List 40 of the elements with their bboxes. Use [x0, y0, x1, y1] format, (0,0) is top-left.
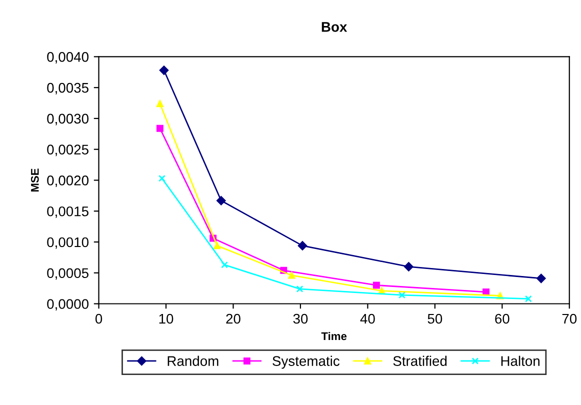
y-tick-label: 0,0030 [47, 114, 89, 126]
point [221, 261, 228, 268]
y-tick-label: 0,0000 [47, 299, 89, 311]
y-tick-label: 0,0015 [47, 206, 88, 218]
point [482, 288, 490, 296]
x-tick-label: 70 [562, 314, 577, 324]
x-axis-title: Time [321, 332, 347, 340]
point [158, 174, 166, 182]
point [404, 262, 414, 272]
point [156, 124, 164, 132]
legend-label: Stratified [393, 356, 447, 366]
x-tick-label: 60 [495, 314, 510, 324]
x-tick-label: 40 [360, 314, 375, 324]
point [296, 285, 304, 292]
legend-label: Halton [501, 356, 540, 366]
y-axis-title: MSE [30, 168, 39, 192]
legend-label: Systematic [272, 356, 340, 369]
point [288, 272, 296, 279]
point [216, 196, 226, 206]
x-tick-label: 10 [159, 314, 174, 324]
point [156, 100, 164, 108]
x-tick-label: 20 [226, 314, 240, 324]
x-tick-label: 50 [428, 314, 442, 324]
point [536, 274, 546, 284]
chart-title: Box [322, 22, 348, 32]
point [298, 241, 308, 250]
point [372, 282, 380, 289]
y-tick-label: 0,0025 [47, 144, 88, 156]
point [524, 295, 532, 302]
y-tick-label: 0,0035 [47, 82, 88, 94]
point [398, 292, 406, 299]
legend-label: Random [168, 356, 218, 366]
x-tick-label: 30 [293, 314, 308, 324]
y-tick-label: 0,0020 [47, 176, 89, 188]
x-tick-label: 0 [95, 314, 102, 324]
y-tick-label: 0,0040 [47, 52, 89, 64]
point [159, 66, 169, 75]
y-tick-label: 0,0005 [47, 268, 88, 280]
point [214, 242, 221, 250]
y-tick-label: 0,0010 [47, 237, 89, 249]
